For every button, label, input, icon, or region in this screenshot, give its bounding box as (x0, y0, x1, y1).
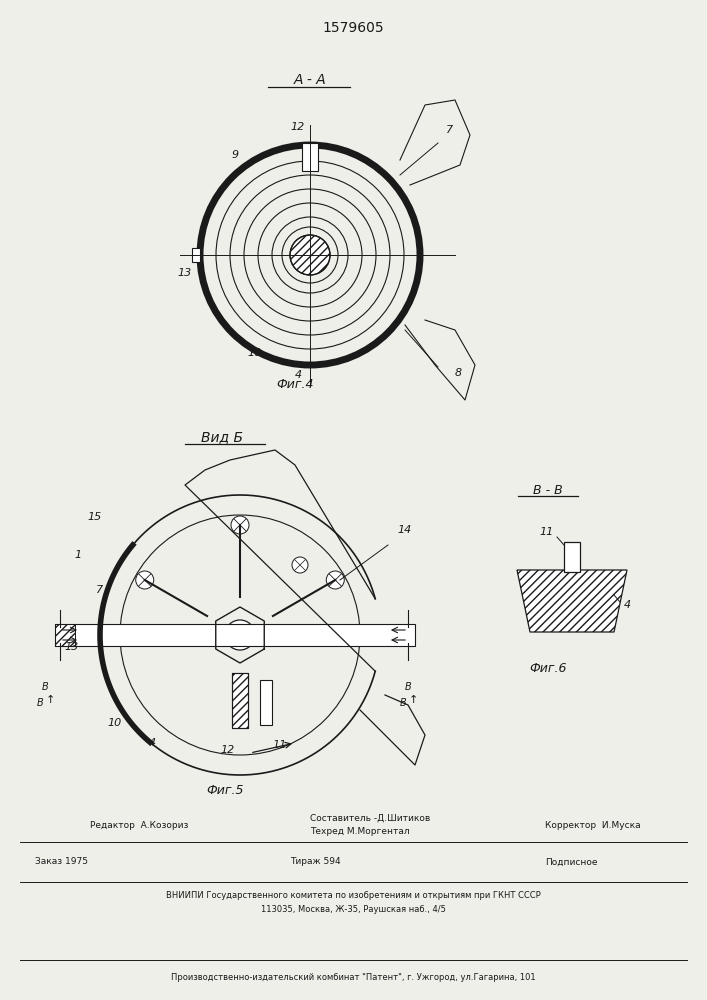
Text: Редактор  А.Козориз: Редактор А.Козориз (90, 820, 188, 830)
Text: 12: 12 (291, 122, 305, 132)
Circle shape (326, 571, 344, 589)
Text: 11: 11 (540, 527, 554, 537)
Text: 8: 8 (455, 368, 462, 378)
Text: 10: 10 (108, 718, 122, 728)
Text: Техред М.Моргентал: Техред М.Моргентал (310, 828, 409, 836)
Bar (260, 680, 272, 725)
Text: 13: 13 (178, 268, 192, 278)
Text: В: В (37, 698, 43, 708)
Bar (192, 248, 200, 262)
Circle shape (292, 557, 308, 573)
Text: Вид Б: Вид Б (201, 430, 243, 444)
Text: Фиг.5: Фиг.5 (206, 784, 244, 796)
Text: В: В (399, 698, 407, 708)
Bar (55, 624, 415, 646)
Text: Тираж 594: Тираж 594 (290, 857, 341, 866)
Text: 7: 7 (446, 125, 454, 135)
Bar (232, 673, 248, 728)
Circle shape (136, 571, 153, 589)
Circle shape (231, 516, 249, 534)
Text: ВНИИПИ Государственного комитета по изобретениям и открытиям при ГКНТ СССР: ВНИИПИ Государственного комитета по изоб… (165, 890, 540, 900)
Text: 4: 4 (294, 370, 302, 380)
Text: 1: 1 (74, 550, 81, 560)
Text: В: В (404, 682, 411, 692)
Text: Подписное: Подписное (545, 857, 597, 866)
Text: Корректор  И.Муска: Корректор И.Муска (545, 820, 641, 830)
Text: 113035, Москва, Ж-35, Раушская наб., 4/5: 113035, Москва, Ж-35, Раушская наб., 4/5 (261, 906, 445, 914)
Text: ↑: ↑ (45, 695, 54, 705)
Text: 15: 15 (88, 512, 102, 522)
Bar (302, 143, 318, 171)
Bar (232, 673, 248, 728)
Text: В - В: В - В (533, 484, 563, 496)
Text: 12: 12 (221, 745, 235, 755)
Text: Фиг.4: Фиг.4 (276, 378, 314, 391)
Text: 11: 11 (273, 740, 287, 750)
Bar (564, 542, 580, 572)
Text: А - А: А - А (293, 73, 327, 87)
Text: 13: 13 (65, 642, 79, 652)
Circle shape (290, 235, 330, 275)
Text: В: В (42, 682, 48, 692)
Text: 1579605: 1579605 (322, 21, 384, 35)
Polygon shape (517, 570, 627, 632)
Circle shape (225, 620, 255, 650)
Text: 10: 10 (248, 348, 262, 358)
Text: ↑: ↑ (409, 695, 418, 705)
Text: Заказ 1975: Заказ 1975 (35, 857, 88, 866)
Text: 7: 7 (96, 585, 103, 595)
Text: Фиг.6: Фиг.6 (530, 662, 567, 674)
Text: Производственно-издательский комбинат "Патент", г. Ужгород, ул.Гагарина, 101: Производственно-издательский комбинат "П… (170, 974, 535, 982)
Text: 9: 9 (231, 150, 238, 160)
Bar (55, 624, 75, 646)
Text: Составитель -Д.Шитиков: Составитель -Д.Шитиков (310, 814, 431, 822)
Text: 4: 4 (148, 738, 156, 748)
Text: 14: 14 (398, 525, 412, 535)
Text: 4: 4 (624, 600, 631, 610)
